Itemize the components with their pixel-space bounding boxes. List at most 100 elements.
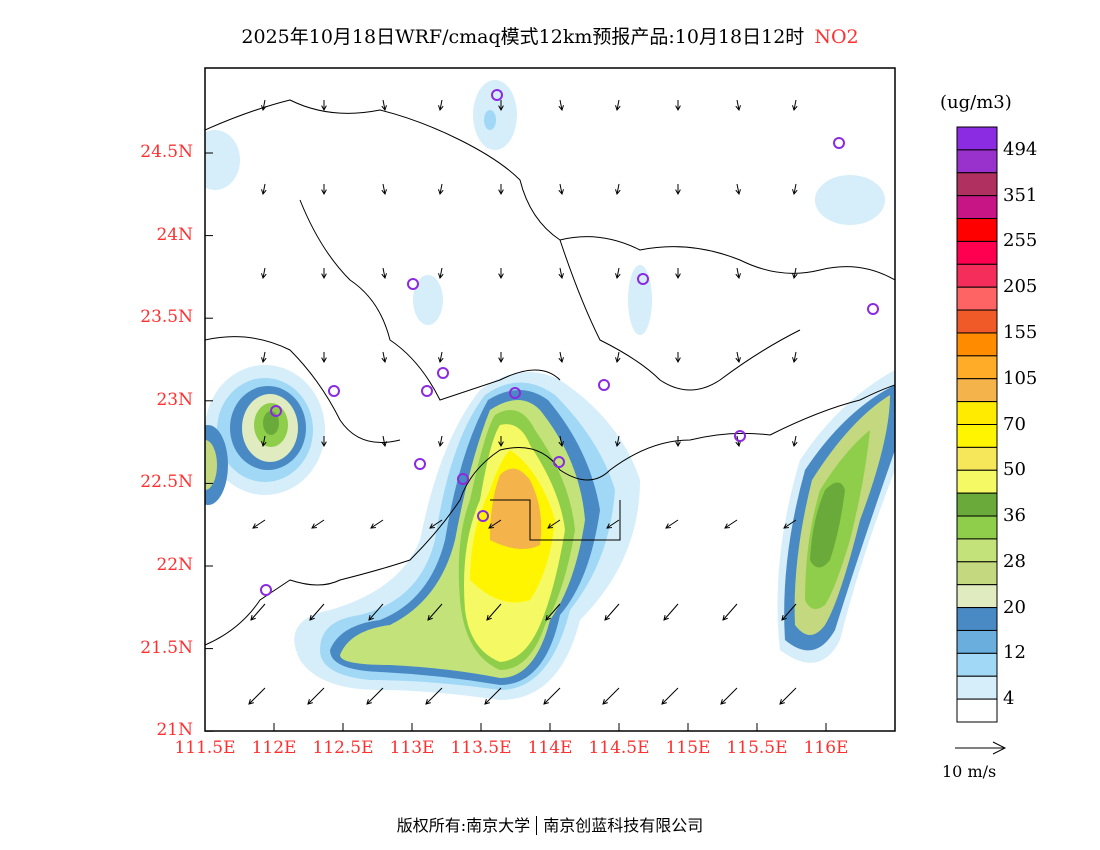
wind-arrow-icon	[311, 519, 325, 529]
wind-legend-arrow-icon	[955, 741, 1007, 755]
wind-arrow-icon	[429, 519, 443, 529]
colorbar-swatch	[956, 607, 998, 631]
colorbar-swatch	[956, 149, 998, 174]
wind-arrow-icon	[321, 436, 327, 448]
wind-arrow-icon	[606, 519, 620, 529]
wind-arrow-icon	[543, 687, 561, 705]
colorbar-label: 205	[1003, 276, 1038, 298]
footer: 版权所有:南京大学 南京创蓝科技有限公司	[0, 812, 1100, 836]
colorbar-swatch	[956, 195, 998, 220]
wind-arrow-icon	[321, 352, 327, 364]
colorbar-label: 36	[1003, 505, 1026, 527]
wind-arrow-icon	[261, 99, 267, 112]
wind-arrow-icon	[261, 183, 267, 196]
colorbar-swatch	[956, 401, 998, 426]
colorbar-units: (ug/m3)	[940, 92, 1012, 113]
colorbar-swatch	[956, 378, 998, 403]
wind-arrow-icon	[488, 519, 502, 529]
copyright-right: 南京创蓝科技有限公司	[543, 816, 704, 835]
wind-arrow-icon	[438, 183, 444, 196]
wind-arrow-icon	[368, 603, 384, 621]
wind-arrow-icon	[438, 267, 444, 280]
wind-arrow-icon	[250, 603, 266, 621]
colorbar-swatch	[956, 515, 998, 540]
lon-label: 112E	[251, 738, 297, 758]
wind-arrow-icon	[309, 603, 325, 621]
wind-arrow-icon	[252, 519, 266, 529]
colorbar-label: 494	[1003, 138, 1038, 160]
wind-arrow-icon	[783, 519, 797, 529]
lat-label: 23N	[156, 389, 193, 410]
colorbar-swatch	[956, 309, 998, 334]
wind-arrow-icon	[486, 603, 502, 621]
colorbar-swatch	[956, 172, 998, 197]
map-title: 2025年10月18日WRF/cmaq模式12km预报产品:10月18日12时 N…	[0, 22, 1100, 49]
colorbar-swatch	[956, 126, 998, 151]
colorbar-swatch	[956, 355, 998, 380]
lon-label: 114E	[527, 738, 573, 758]
title-text: 2025年10月18日WRF/cmaq模式12km预报产品:10月18日12时	[241, 26, 805, 48]
colorbar-label: 50	[1003, 459, 1026, 481]
wind-arrow-icon	[381, 267, 387, 280]
lon-label: 113.5E	[450, 738, 512, 758]
wind-arrow-icon	[665, 519, 679, 529]
wind-arrow-icon	[615, 435, 621, 448]
wind-arrow-icon	[484, 687, 502, 705]
lat-label: 21N	[156, 720, 193, 741]
wind-arrow-icon	[675, 352, 681, 364]
wind-arrow-icon	[792, 99, 798, 112]
wind-arrow-icon	[735, 183, 741, 196]
wind-arrow-icon	[675, 184, 681, 196]
wind-arrow-icon	[615, 99, 621, 112]
wind-arrow-icon	[438, 351, 444, 364]
wind-arrow-icon	[248, 687, 266, 705]
wind-arrow-icon	[779, 687, 797, 705]
site-marker-icon	[477, 510, 489, 522]
copyright-left: 版权所有:南京大学	[396, 816, 531, 835]
colorbar-swatch	[956, 446, 998, 471]
wind-arrow-icon	[602, 687, 620, 705]
wind-arrow-icon	[604, 603, 620, 621]
colorbar-swatch	[956, 584, 998, 609]
wind-arrow-icon	[261, 435, 267, 448]
monitoring-sites	[260, 89, 879, 596]
wind-arrow-icon	[675, 268, 681, 280]
lat-label: 24.5N	[140, 142, 193, 162]
lat-label: 22.5N	[140, 472, 193, 493]
colorbar-label: 155	[1003, 321, 1038, 343]
wind-arrow-icon	[381, 99, 387, 112]
wind-arrow-icon	[663, 603, 679, 621]
wind-arrow-icon	[558, 267, 564, 280]
wind-arrow-icon	[735, 99, 741, 112]
wind-arrow-icon	[381, 351, 387, 364]
wind-arrow-icon	[781, 603, 797, 621]
colorbar-swatch	[956, 218, 998, 242]
colorbar-swatch	[956, 652, 998, 677]
lon-label: 115.5E	[726, 738, 788, 758]
lon-label: 116E	[803, 738, 849, 758]
wind-arrow-icon	[792, 351, 798, 364]
lat-label: 23.5N	[140, 307, 193, 328]
colorbar-swatch	[956, 675, 998, 700]
colorbar	[956, 126, 998, 723]
coastline-boundaries	[205, 99, 895, 646]
colorbar-swatch	[956, 469, 998, 494]
wind-arrow-icon	[438, 99, 444, 112]
wind-arrow-icon	[722, 603, 738, 621]
site-marker-icon	[491, 89, 503, 101]
wind-arrow-icon	[498, 100, 504, 112]
colorbar-label: 105	[1003, 367, 1038, 389]
lon-label: 111.5E	[174, 738, 236, 758]
wind-arrow-icon	[724, 519, 738, 529]
site-marker-icon	[328, 385, 340, 397]
wind-arrow-icon	[498, 184, 504, 196]
wind-arrow-icon	[615, 267, 621, 280]
wind-legend-label: 10 m/s	[942, 762, 997, 781]
lon-label: 114.5E	[588, 738, 650, 758]
lat-label: 24N	[156, 224, 193, 245]
wind-arrow-icon	[261, 267, 267, 280]
wind-arrow-icon	[498, 436, 504, 448]
wind-arrow-icon	[735, 267, 741, 280]
colorbar-label: 12	[1003, 642, 1026, 664]
wind-arrow-icon	[545, 603, 561, 621]
